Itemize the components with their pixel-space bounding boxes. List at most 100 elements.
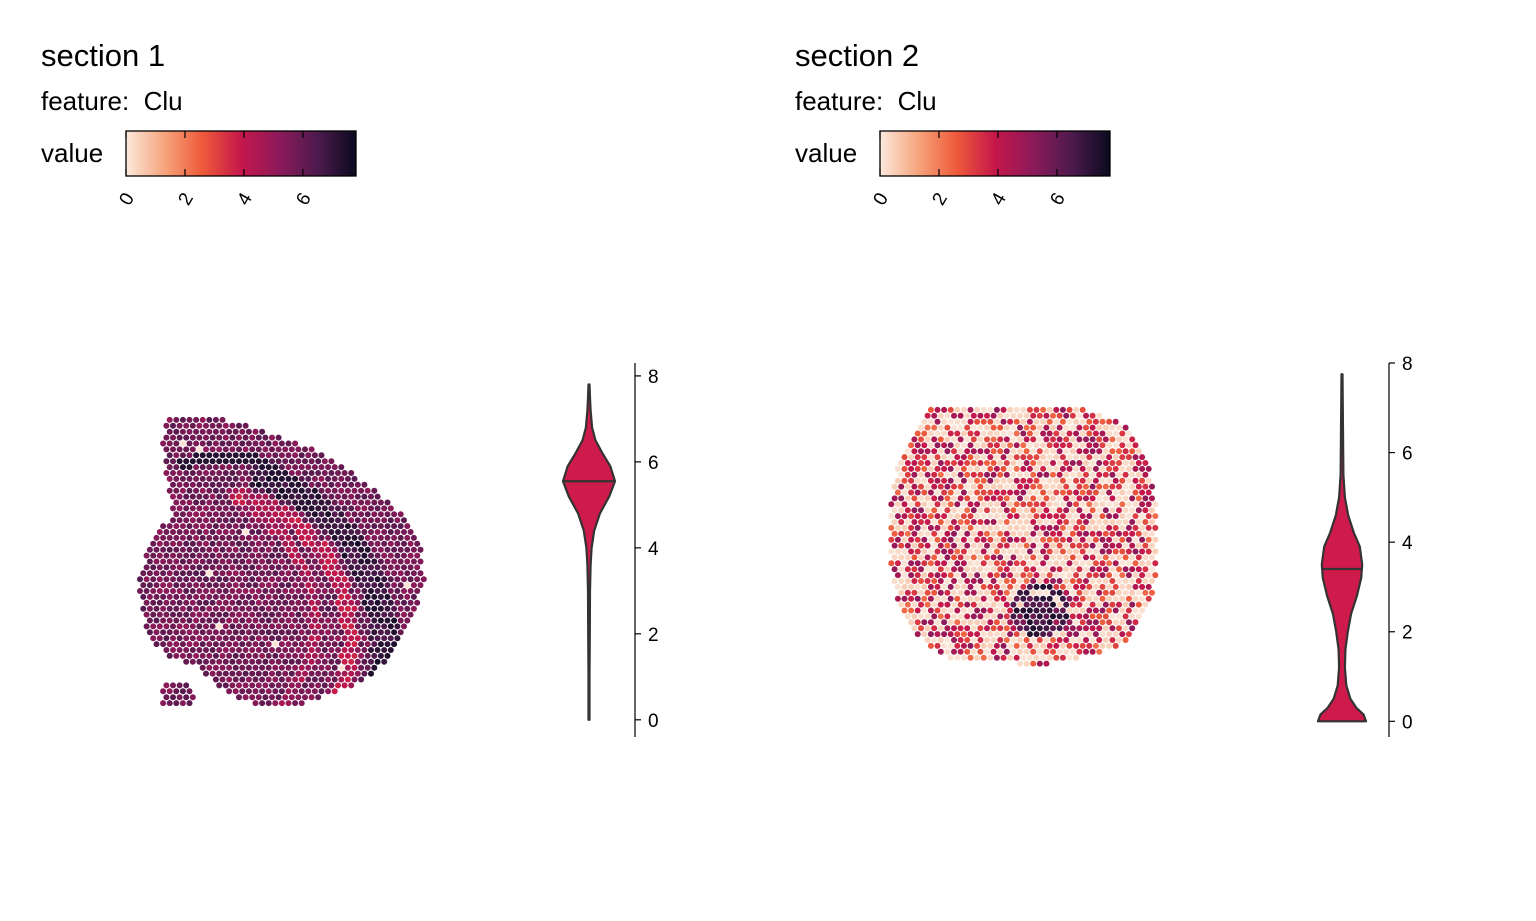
tissue-spot: [1066, 442, 1073, 449]
tissue-spot: [206, 523, 213, 530]
tissue-spot: [285, 511, 292, 518]
tissue-spot: [941, 583, 948, 590]
tissue-spot: [354, 564, 361, 571]
tissue-spot: [179, 558, 186, 565]
tissue-spot: [1145, 536, 1152, 543]
tissue-spot: [265, 652, 272, 659]
tissue-spot: [189, 647, 196, 653]
tissue-spot: [977, 625, 984, 632]
tissue-spot: [348, 682, 355, 689]
tissue-spot: [1109, 507, 1116, 514]
tissue-spot: [292, 558, 299, 565]
tissue-spot: [1099, 607, 1106, 614]
tissue-spot: [1036, 460, 1043, 466]
tissue-spot: [1076, 578, 1083, 584]
tissue-spot: [960, 654, 967, 661]
tissue-spot: [305, 641, 312, 648]
tissue-spot: [216, 470, 223, 476]
tissue-spot: [1053, 513, 1060, 520]
tissue-spot: [265, 499, 272, 506]
tissue-spot: [344, 652, 351, 659]
tissue-spot: [344, 617, 351, 624]
tissue-spot: [931, 637, 938, 643]
tissue-spot: [311, 617, 318, 624]
tissue-spot: [278, 641, 285, 648]
tissue-spot: [305, 629, 312, 636]
tissue-spot: [1066, 430, 1073, 437]
tissue-spot: [391, 605, 398, 612]
tissue-spot: [1135, 460, 1142, 466]
tissue-spot: [951, 554, 957, 561]
tissue-spot: [1116, 542, 1122, 549]
tissue-spot: [179, 475, 186, 482]
tissue-spot: [914, 524, 921, 531]
tissue-spot: [407, 611, 414, 618]
tissue-spot: [1020, 583, 1027, 590]
tissue-spot: [1102, 530, 1109, 537]
tissue-spot: [338, 499, 345, 506]
tissue-spot: [1050, 637, 1056, 643]
tissue-spot: [1063, 601, 1070, 608]
tissue-spot: [941, 513, 948, 520]
tissue-spot: [193, 570, 200, 577]
tissue-spot: [934, 619, 941, 626]
tissue-spot: [189, 611, 196, 618]
tissue-spot: [321, 623, 328, 630]
tissue-spot: [143, 564, 150, 571]
tissue-spot: [308, 470, 315, 476]
tissue-spot: [377, 617, 384, 624]
tissue-spot: [371, 546, 378, 553]
tissue-spot: [361, 670, 368, 677]
tissue-spot: [984, 471, 990, 478]
tissue-spot: [967, 465, 974, 472]
tissue-spot: [987, 654, 994, 661]
tissue-spot: [1099, 595, 1106, 602]
tissue-spot: [341, 670, 348, 677]
tissue-spot: [282, 517, 289, 524]
tissue-spot: [176, 635, 183, 642]
tissue-spot: [1059, 631, 1066, 638]
tissue-spot: [397, 605, 404, 612]
tissue-spot: [206, 452, 213, 459]
tissue-spot: [1109, 471, 1116, 478]
tissue-spot: [980, 513, 987, 520]
tissue-spot: [186, 570, 193, 577]
tissue-spot: [193, 428, 200, 435]
tissue-spot: [1007, 619, 1014, 626]
tissue-spot: [328, 493, 335, 500]
tissue-spot: [209, 635, 216, 642]
tissue-spot: [328, 635, 335, 642]
tissue-spot: [298, 558, 305, 565]
tissue-spot: [401, 576, 407, 583]
tissue-spot: [354, 505, 361, 512]
tissue-spot: [278, 617, 285, 624]
tissue-spot: [272, 499, 279, 506]
tissue-spot: [977, 460, 984, 466]
tissue-spot: [1046, 406, 1053, 413]
tissue-spot: [239, 558, 246, 565]
tissue-spot: [358, 664, 365, 671]
tissue-spot: [226, 428, 233, 435]
tissue-spot: [364, 617, 371, 624]
tissue-spot: [407, 564, 414, 571]
tissue-spot: [1030, 660, 1037, 667]
tissue-spot: [384, 652, 391, 659]
tissue-spot: [325, 664, 332, 671]
tissue-spot: [924, 519, 931, 525]
tissue-spot: [265, 700, 272, 707]
tissue-spot: [206, 499, 213, 506]
tissue-spot: [206, 582, 213, 589]
tissue-spot: [186, 605, 193, 612]
tissue-spot: [1007, 536, 1014, 543]
tissue-spot: [236, 611, 242, 618]
tissue-spot: [980, 631, 987, 638]
tissue-spot: [1007, 607, 1014, 614]
tissue-spot: [160, 523, 167, 530]
tissue-spot: [183, 458, 190, 465]
tissue-spot: [1142, 507, 1149, 514]
tissue-spot: [269, 434, 275, 441]
tissue-spot: [911, 471, 918, 478]
tissue-spot: [1142, 483, 1149, 490]
tissue-spot: [1142, 566, 1149, 573]
tissue-spot: [1003, 495, 1010, 502]
